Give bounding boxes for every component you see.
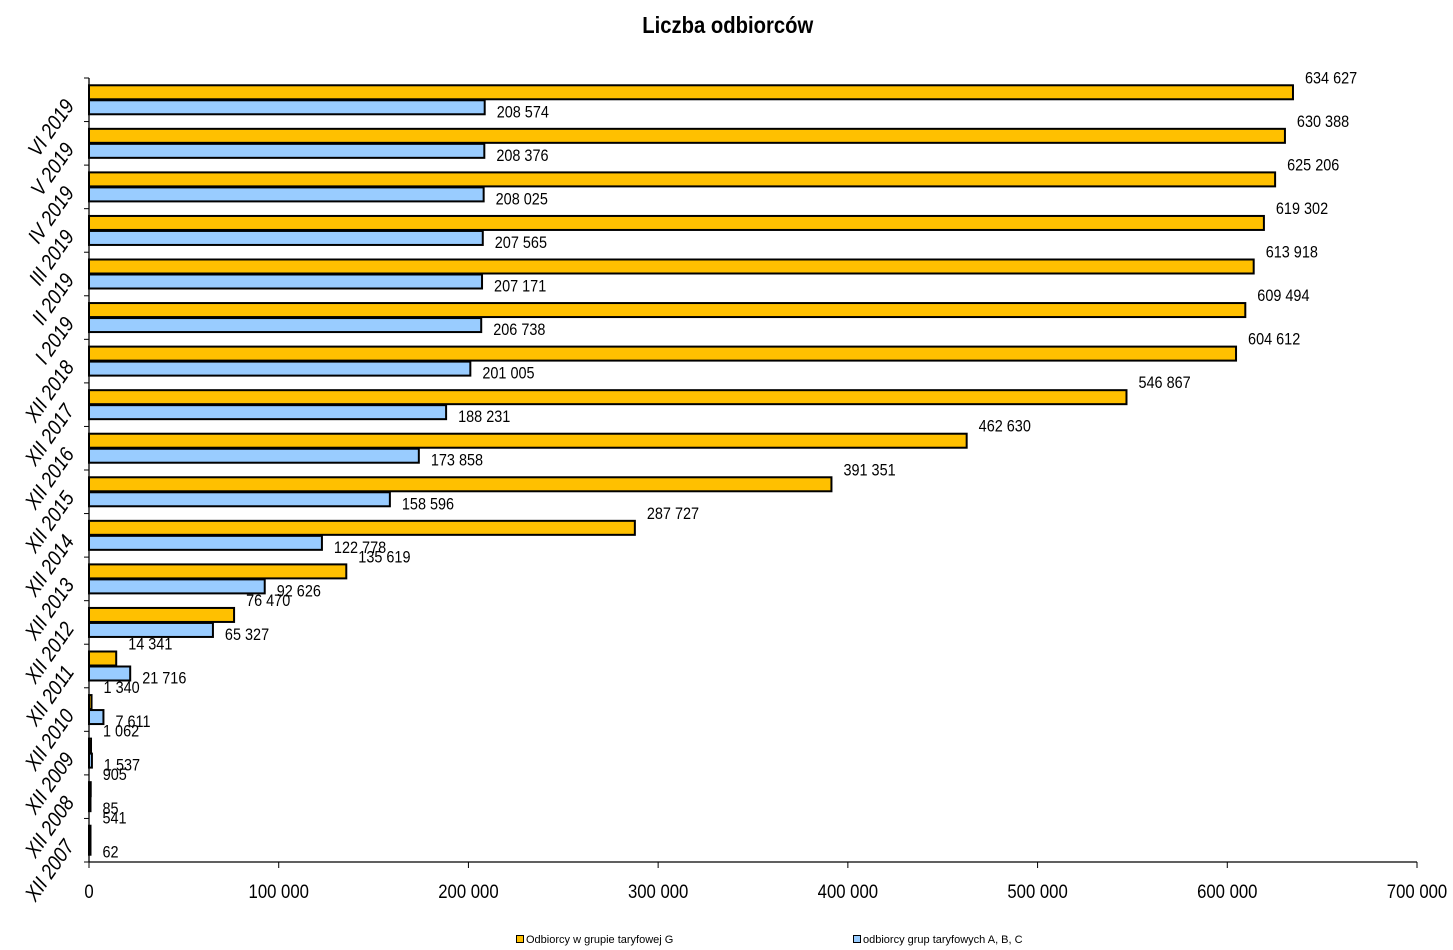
data-label-tariff-abc: 92 626 [277, 582, 321, 600]
bar-tariff-abc [88, 709, 105, 726]
data-label-tariff-g: 76 470 [246, 592, 290, 610]
bar-tariff-g [88, 519, 636, 536]
bar-tariff-g [88, 171, 1277, 188]
legend-swatch-abc [853, 935, 861, 944]
bar-tariff-abc [88, 447, 420, 464]
bar-tariff-abc [88, 404, 448, 421]
x-tick-label: 700 000 [1387, 881, 1447, 902]
data-label-tariff-g: 14 341 [128, 635, 172, 653]
x-tick-label: 100 000 [249, 881, 309, 902]
bar-tariff-abc [88, 360, 472, 377]
data-label-tariff-abc: 208 025 [496, 190, 548, 208]
legend-label-abc: odbiorcy grup taryfowych A, B, C [863, 934, 1023, 946]
bar-tariff-g [88, 781, 92, 798]
bar-tariff-g [88, 432, 968, 449]
bar-tariff-g [88, 389, 1128, 406]
data-label-tariff-g: 634 627 [1305, 69, 1357, 87]
data-label-tariff-g: 604 612 [1248, 331, 1300, 349]
bar-tariff-g [88, 214, 1265, 231]
x-tick-label: 200 000 [438, 881, 498, 902]
data-label-tariff-g: 625 206 [1287, 156, 1339, 174]
data-label-tariff-g: 287 727 [647, 505, 699, 523]
data-label-tariff-g: 905 [103, 766, 127, 784]
bar-tariff-abc [88, 142, 486, 159]
data-label-tariff-g: 1 340 [104, 679, 140, 697]
legend-item-g: Odbiorcy w grupie taryfowej G [516, 934, 673, 946]
data-label-tariff-abc: 122 778 [334, 539, 386, 557]
data-label-tariff-abc: 173 858 [431, 452, 483, 470]
data-label-tariff-g: 462 630 [979, 418, 1031, 436]
bar-tariff-abc [88, 665, 132, 682]
data-label-tariff-g: 619 302 [1276, 200, 1328, 218]
bar-tariff-g [88, 824, 92, 841]
bar-tariff-abc [88, 229, 484, 246]
data-label-tariff-g: 546 867 [1138, 374, 1190, 392]
data-label-tariff-g: 630 388 [1297, 113, 1349, 131]
bar-tariff-abc [88, 273, 484, 290]
data-label-tariff-abc: 207 565 [495, 234, 547, 252]
data-label-tariff-abc: 62 [103, 844, 119, 862]
data-label-tariff-abc: 7 611 [115, 713, 150, 731]
bar-tariff-abc [88, 534, 323, 551]
bar-tariff-g [88, 650, 118, 667]
bar-tariff-abc [88, 317, 483, 334]
legend-label-g: Odbiorcy w grupie taryfowej G [526, 934, 674, 946]
bar-tariff-g [88, 606, 236, 623]
data-label-tariff-abc: 158 596 [402, 495, 454, 513]
data-label-tariff-abc: 1 537 [104, 757, 140, 775]
bar-tariff-g [88, 694, 93, 711]
bar-tariff-g [88, 302, 1247, 319]
legend-item-abc: odbiorcy grup taryfowych A, B, C [853, 934, 1023, 946]
x-tick-label: 300 000 [628, 881, 688, 902]
bar-tariff-g [88, 258, 1255, 275]
data-label-tariff-abc: 85 [103, 800, 119, 818]
x-tick-label: 500 000 [1007, 881, 1067, 902]
bar-tariff-abc [88, 752, 93, 769]
bar-tariff-g [88, 737, 93, 754]
bar-tariff-abc [88, 578, 266, 595]
bar-tariff-abc [88, 99, 486, 116]
x-tick-label: 0 [84, 881, 93, 902]
data-label-tariff-abc: 206 738 [493, 321, 545, 339]
data-label-tariff-abc: 201 005 [482, 365, 534, 383]
bar-tariff-g [88, 127, 1286, 144]
bar-tariff-g [88, 84, 1294, 101]
bar-tariff-g [88, 345, 1238, 362]
bar-tariff-g [88, 563, 348, 580]
data-label-tariff-g: 135 619 [358, 548, 410, 566]
x-tick-label: 400 000 [818, 881, 878, 902]
data-label-tariff-abc: 21 716 [142, 669, 186, 687]
data-label-tariff-abc: 208 376 [496, 147, 548, 165]
data-label-tariff-g: 1 062 [103, 723, 139, 741]
data-label-tariff-abc: 188 231 [458, 408, 510, 426]
data-label-tariff-abc: 65 327 [225, 626, 269, 644]
bar-tariff-g [88, 476, 833, 493]
bar-tariff-abc [88, 186, 485, 203]
chart-title: Liczba odbiorców [642, 12, 814, 38]
data-label-tariff-abc: 207 171 [494, 277, 546, 295]
data-label-tariff-abc: 208 574 [497, 103, 549, 121]
bar-tariff-abc [88, 621, 214, 638]
data-label-tariff-g: 391 351 [843, 461, 895, 479]
bar-tariff-abc [88, 796, 92, 813]
data-label-tariff-g: 541 [103, 810, 127, 828]
legend-swatch-g [516, 935, 524, 944]
bar-tariff-abc [88, 491, 391, 508]
x-tick-label: 600 000 [1197, 881, 1257, 902]
data-label-tariff-g: 609 494 [1257, 287, 1309, 305]
bar-tariff-abc [88, 839, 92, 856]
data-label-tariff-g: 613 918 [1266, 243, 1318, 261]
